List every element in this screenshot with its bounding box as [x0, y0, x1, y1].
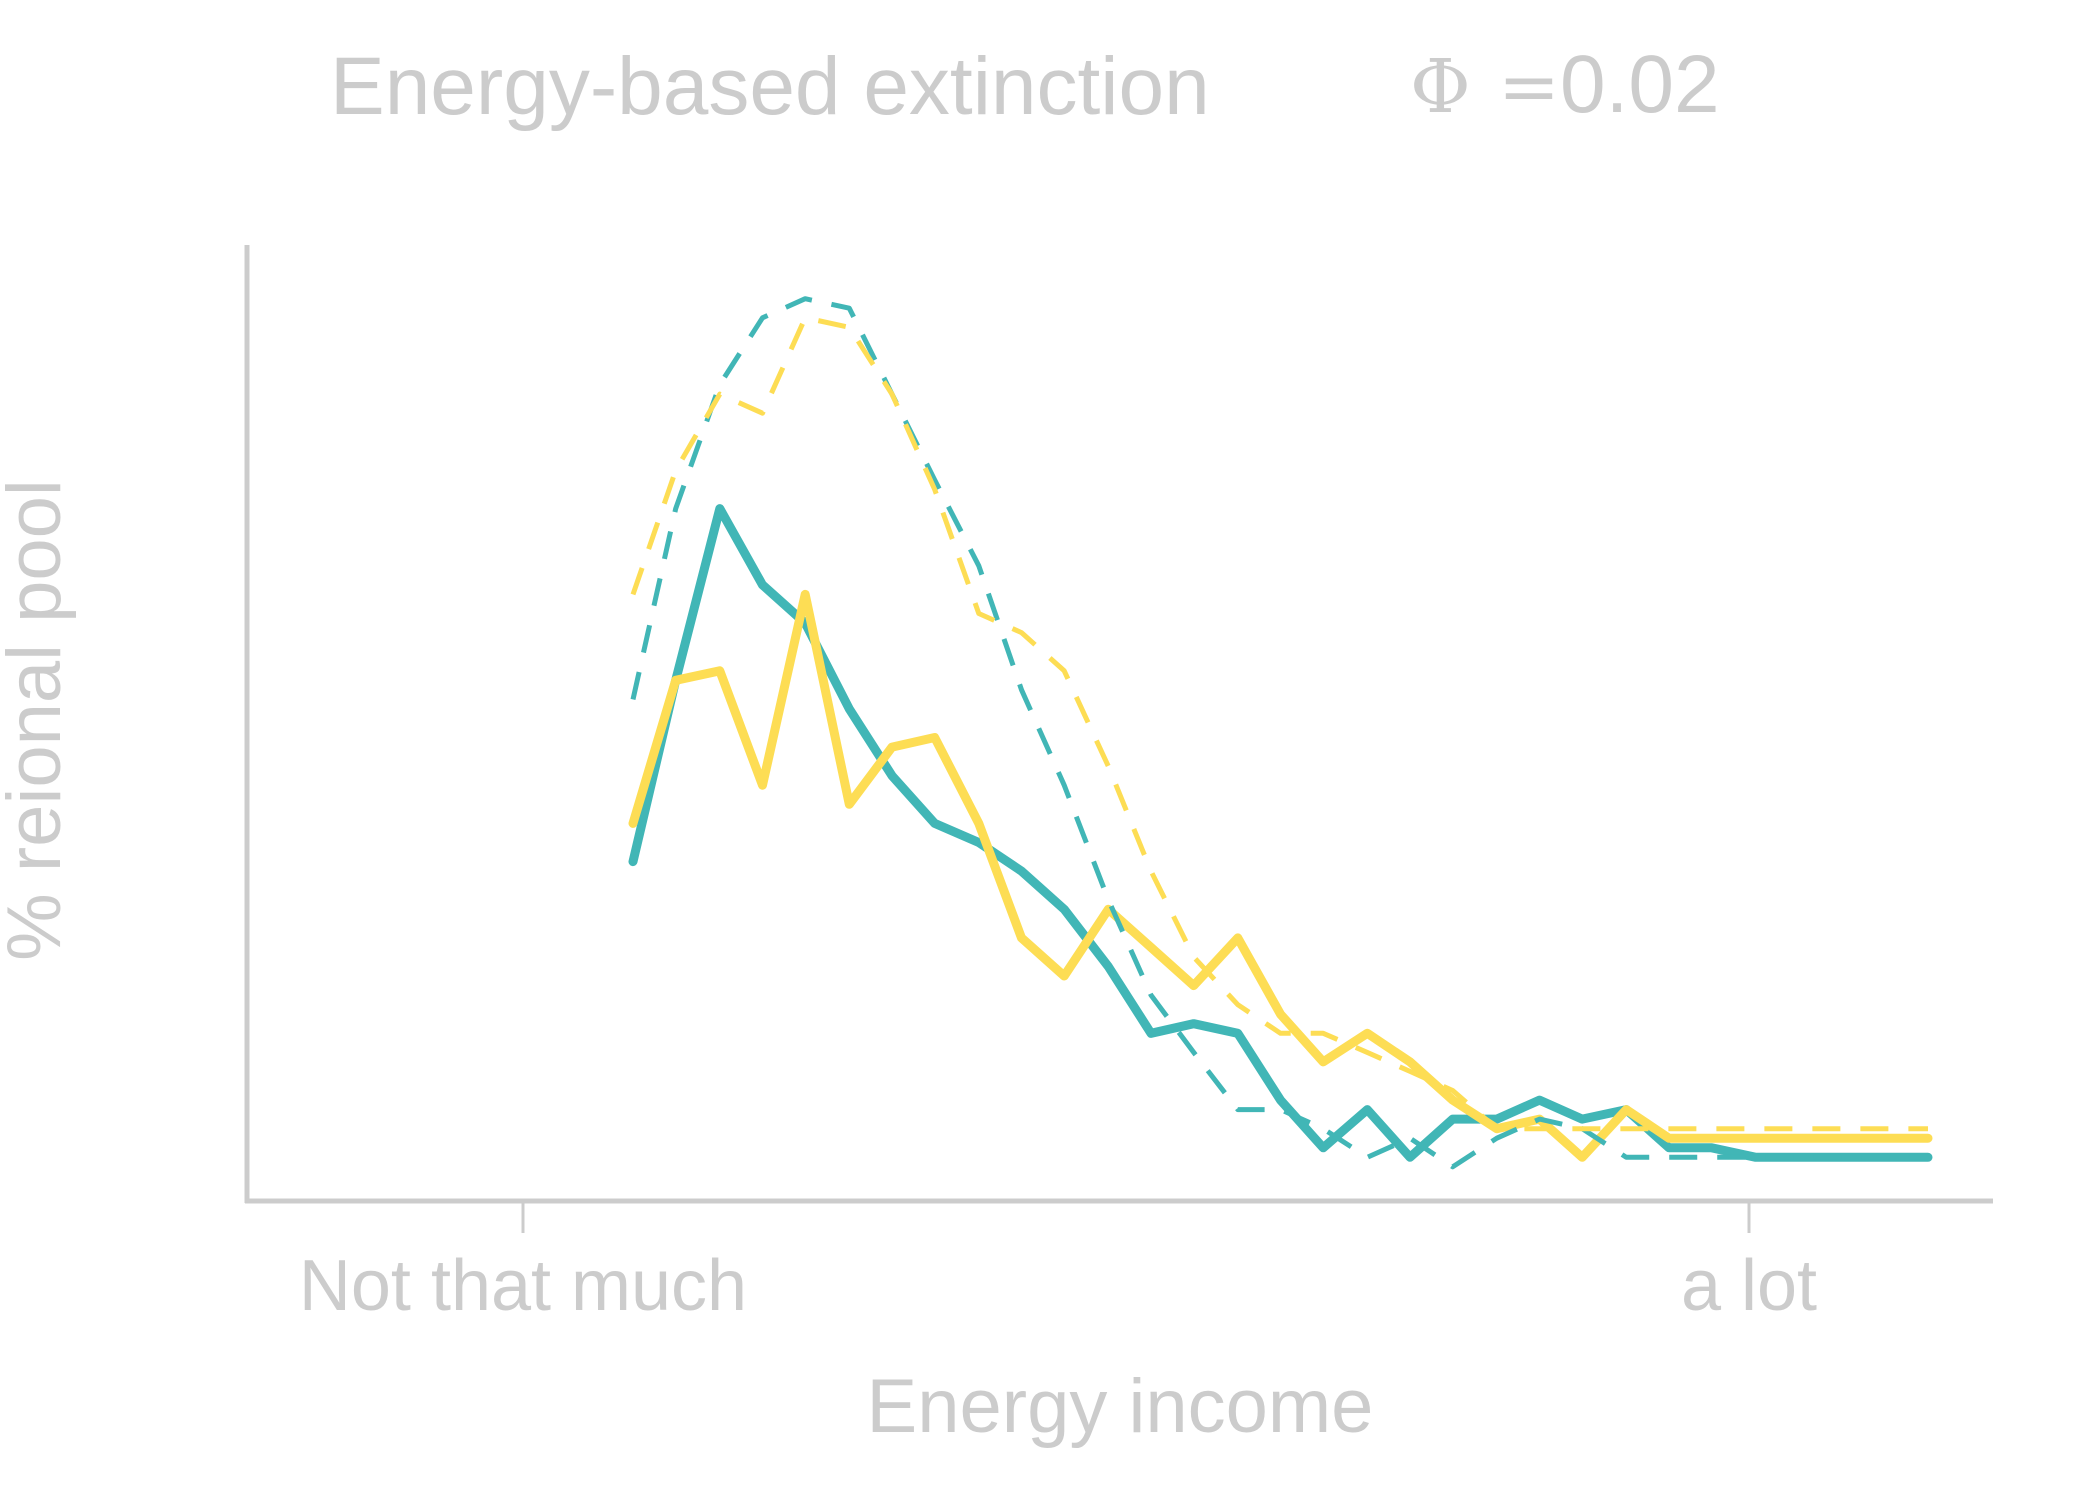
dashed-teal-series-line: [630, 296, 1928, 1170]
solid-teal-series-line: [628, 504, 1933, 1162]
phi-value: 0.02: [1560, 39, 1720, 130]
phi-annotation: Φ = 0.02: [1410, 39, 1720, 130]
x-tick-label-low: Not that much: [299, 1246, 747, 1326]
x-axis-label: Energy income: [867, 1364, 1374, 1449]
phi-operator: =: [1498, 44, 1560, 130]
x-tick-label-high: a lot: [1681, 1246, 1817, 1326]
phi-symbol: Φ: [1410, 44, 1471, 130]
y-axis-label: % reional pool: [0, 479, 77, 961]
dashed-yellow-series-line: [630, 315, 1928, 1132]
series-layer: [628, 296, 1933, 1170]
chart-title: Energy-based extinction: [330, 41, 1210, 132]
plot-area: [244, 245, 1993, 1233]
solid-yellow-series-line: [628, 589, 1933, 1162]
